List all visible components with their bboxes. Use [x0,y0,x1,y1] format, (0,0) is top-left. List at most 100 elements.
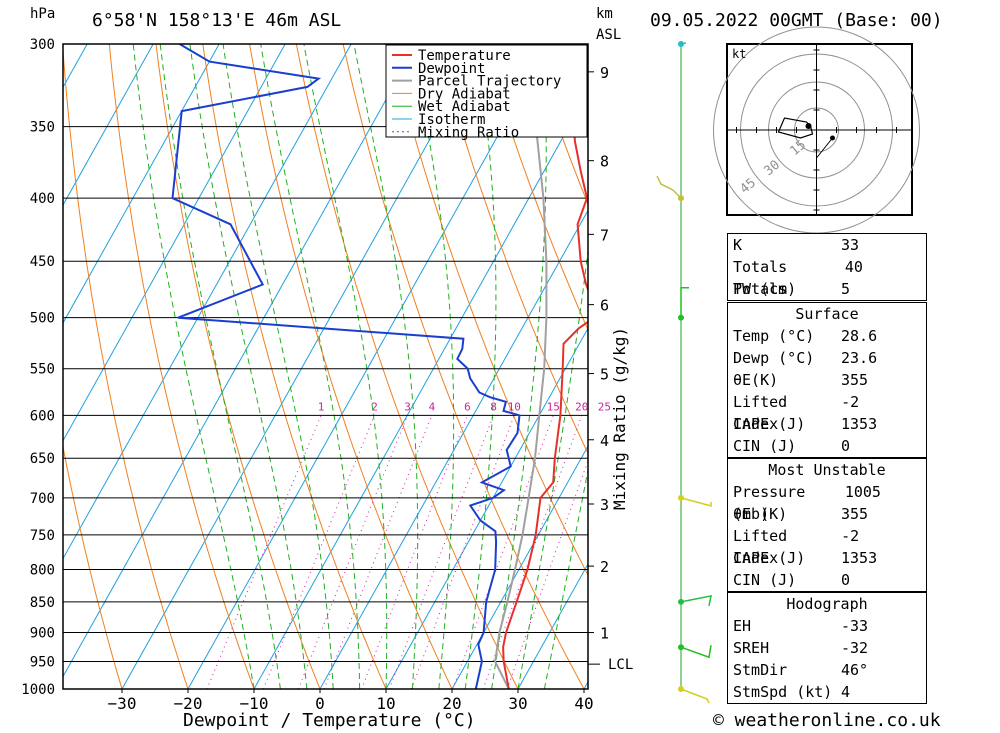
location-title: 6°58'N 158°13'E 46m ASL [92,10,342,31]
surface-table: Surface Temp (°C) 28.6 Dewp (°C) 23.6 θE(K… [727,302,927,458]
surface-title: Surface [795,305,859,323]
mixing-ratio-label: 15 [547,400,560,413]
table-row: θE (K) 355 [733,505,869,523]
wind-level-dot [678,598,684,605]
table-row: CIN (J) 0 [733,571,851,589]
mixing-ratio-label: 4 [429,400,436,413]
mixing-ratio-label: 20 [575,400,588,413]
pressure-tick-label: 800 [30,562,55,578]
mixing-ratio-label: 8 [490,400,497,413]
km-tick-label: 1 [600,625,609,643]
wind-barb [656,175,682,199]
dry-adiabat-line [482,44,588,332]
hodograph-trace [777,117,814,139]
wind-barb [680,594,712,607]
table-row: StmSpd (kt) 4 [733,683,851,701]
pressure-tick-label: 950 [30,655,55,671]
dry-adiabat-line [202,44,387,689]
table-row: CIN (J) 0 [733,437,851,455]
km-tick-label: 9 [600,64,609,82]
x-tick-label: 0 [315,694,325,713]
mixing-ratio-label: 25 [598,400,611,413]
wind-barb [680,497,712,507]
dewpoint-line [171,44,521,689]
dry-adiabat-line [951,44,1000,689]
parcel-trajectory-line [494,126,548,689]
isotherm-line [253,91,588,689]
table-row: Lifted Index -2 [733,393,860,433]
most-unstable-title: Most Unstable [768,461,886,479]
isotherm-line [63,44,220,324]
table-row: Lifted Index -2 [733,527,860,567]
isotherm-line [63,44,154,207]
isotherm-line [121,44,484,689]
table-row: SREH -32 [733,639,869,657]
datetime-title: 09.05.2022 00GMT (Base: 00) [650,10,943,31]
pressure-tick-label: 450 [30,254,55,270]
hodograph-title: Hodograph [786,595,868,613]
wet-adiabat-line [260,44,361,689]
table-row: Totals Totals 40 [733,258,863,298]
wet-adiabat-line [517,246,588,689]
km-tick-label: 3 [600,496,609,514]
x-tick-label: 20 [442,694,461,713]
pressure-tick-label: 600 [30,408,55,424]
most-unstable-table: Most Unstable Pressure (mb) 1005 θE (K) 35… [727,458,927,592]
pressure-tick-label: 550 [30,362,55,378]
dry-adiabat-line [108,44,255,689]
isotherm-line [517,562,588,689]
lcl-label: LCL [608,657,633,673]
table-row: EH -33 [733,617,869,635]
x-tick-label: −10 [240,694,269,713]
x-tick-label: −20 [174,694,203,713]
mixing-ratio-line [262,415,375,689]
isotherm-line [319,209,588,689]
mixing-ratio-line [206,415,322,689]
hodograph-point [805,123,812,129]
x-tick-label: 30 [508,694,527,713]
table-row: θE(K) 355 [733,371,869,389]
legend-label: Dewpoint [418,61,485,77]
dry-adiabat-line [436,44,588,455]
dry-adiabat-line [155,44,321,689]
pressure-tick-label: 300 [30,37,55,53]
km-tick-label: 7 [600,226,609,244]
pressure-tick-label: 850 [30,595,55,611]
mixing-ratio-line [388,415,494,689]
km-unit-label: km [596,6,613,22]
isotherm-line [385,327,588,689]
isotherm-line [187,44,550,689]
indices-table: K 33 Totals Totals 40 PW (cm) 5 [727,233,927,301]
pressure-tick-label: 650 [30,451,55,467]
legend-label: Wet Adiabat [418,99,511,115]
pressure-tick-label: 900 [30,626,55,642]
table-row: Pressure (mb) 1005 [733,483,881,523]
mixing-ratio-label: 2 [371,400,378,413]
isotherm-line [63,44,418,678]
mixing-ratio-label: 1 [318,400,325,413]
legend-label: Isotherm [418,112,485,128]
mixing-ratio-label: 6 [464,400,471,413]
temperature-line [502,126,588,689]
table-row: K 33 [733,236,860,254]
pressure-tick-label: 750 [30,528,55,544]
pressure-tick-label: 1000 [21,682,55,698]
isotherm-line [0,44,21,689]
km-tick-label: 2 [600,558,609,576]
storm-motion-line [816,130,833,160]
x-tick-label: 40 [574,694,593,713]
table-row: PW (cm) 5 [733,280,851,298]
wet-adiabat-line [189,44,308,689]
legend-label: Parcel Trajectory [418,74,561,90]
km-tick-label: 5 [600,366,609,384]
copyright-text: © weatheronline.co.uk [713,710,941,731]
km-tick-label: 8 [600,153,609,171]
wet-adiabat-line [132,44,255,689]
legend-label: Dry Adiabat [418,86,511,102]
mixing-ratio-line [506,459,588,689]
hodograph-unit-label: kt [732,47,746,61]
legend-label: Mixing Ratio [418,125,519,141]
pressure-tick-label: 500 [30,311,55,327]
wind-barb [680,688,710,704]
